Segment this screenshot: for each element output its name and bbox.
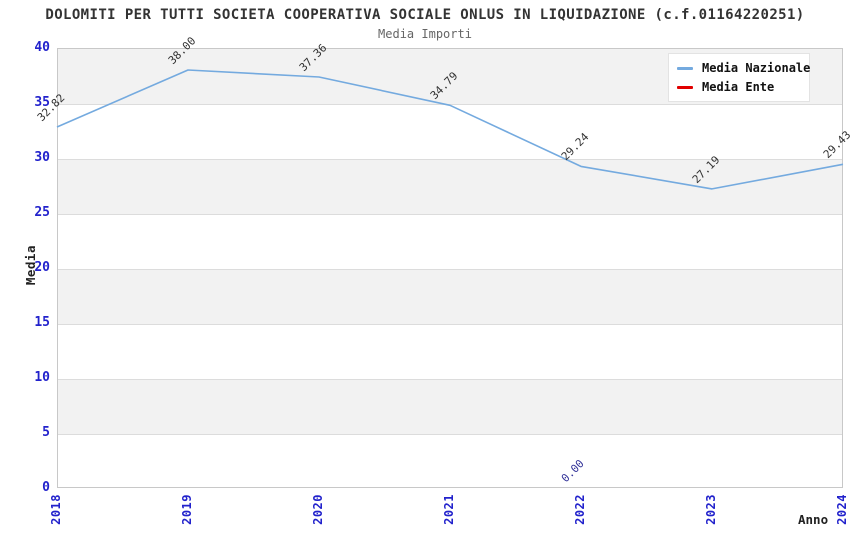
plot-band	[58, 269, 842, 324]
y-tick-label: 10	[34, 370, 50, 385]
legend-item: Media Ente	[677, 80, 801, 94]
y-tick-label: 0	[42, 480, 50, 495]
chart-subtitle: Media Importi	[378, 27, 472, 41]
gridline	[58, 379, 842, 380]
gridline	[58, 324, 842, 325]
gridline	[58, 214, 842, 215]
y-tick-label: 20	[34, 260, 50, 275]
x-tick-label: 2023	[704, 494, 718, 525]
chart-title: DOLOMITI PER TUTTI SOCIETA COOPERATIVA S…	[45, 7, 805, 23]
x-tick-label: 2018	[49, 494, 63, 525]
y-axis-title: Media	[23, 245, 38, 286]
legend-swatch	[677, 85, 693, 89]
y-tick-label: 25	[34, 205, 50, 220]
y-tick-label: 35	[34, 95, 50, 110]
legend-label: Media Nazionale	[702, 61, 811, 75]
y-tick-label: 40	[34, 40, 50, 55]
plot-band	[58, 159, 842, 214]
legend: Media Nazionale Media Ente	[668, 53, 810, 102]
x-tick-label: 2019	[180, 494, 194, 525]
x-tick-label: 2024	[835, 494, 849, 525]
y-tick-label: 15	[34, 315, 50, 330]
y-tick-label: 5	[42, 425, 50, 440]
legend-label: Media Ente	[702, 80, 775, 94]
gridline	[58, 269, 842, 270]
gridline	[58, 104, 842, 105]
plot-area	[57, 48, 843, 488]
legend-swatch	[677, 66, 693, 70]
gridline	[58, 434, 842, 435]
legend-item: Media Nazionale	[677, 61, 810, 75]
x-tick-label: 2020	[311, 494, 325, 525]
y-tick-label: 30	[34, 150, 50, 165]
x-tick-label: 2022	[573, 494, 587, 525]
gridline	[58, 159, 842, 160]
plot-band	[58, 379, 842, 434]
x-tick-label: 2021	[442, 494, 456, 525]
x-axis-title: Anno	[798, 512, 829, 527]
